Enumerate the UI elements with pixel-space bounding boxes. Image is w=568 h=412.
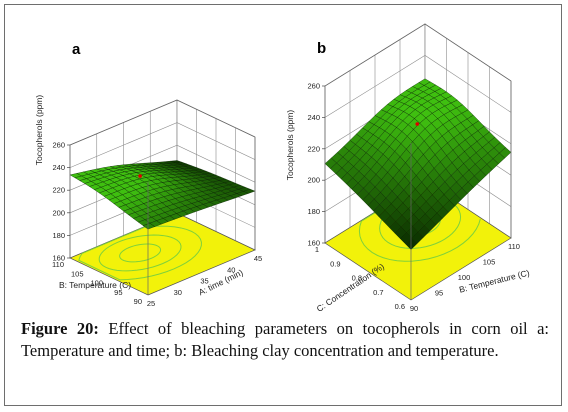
z-gridline: [69, 122, 256, 168]
z-tick-label: 180: [52, 231, 65, 240]
x-tick-label: 25: [147, 299, 155, 308]
z-tick-label: 220: [52, 186, 65, 195]
x-tick-label: 110: [508, 242, 520, 251]
x-tick-label: 30: [174, 288, 182, 297]
z-tick-label: 220: [307, 144, 320, 153]
floor-contour-line: [358, 183, 481, 262]
z-tick-label: 260: [52, 141, 65, 150]
y-tick-label: 0.9: [330, 259, 340, 268]
y-tick-label: 105: [71, 269, 84, 278]
z-gridline: [324, 55, 512, 118]
panel-a-box-edges: [69, 99, 256, 295]
optimum-point: [138, 174, 142, 178]
z-tick-label: 160: [307, 239, 320, 248]
panel-b-chart: 160 180 200 220 240 260 90 95 100 105 110 0.6 0.7 0.8…: [285, 23, 531, 314]
x-tick-label: 95: [435, 289, 443, 298]
y-tick-label: 0.8: [352, 274, 362, 283]
z-tick-label: 200: [307, 176, 320, 185]
x-tick-label: 40: [227, 265, 235, 274]
y-tick-label: 100: [90, 279, 103, 288]
panel-label: a: [72, 41, 81, 58]
x-tick-label: 35: [200, 277, 208, 286]
panel-a-floor: [69, 212, 256, 296]
z-axis-label: Tocopherols (ppm): [34, 95, 44, 166]
y-tick-label: 110: [52, 260, 64, 269]
z-tick-label: 160: [52, 254, 65, 263]
floor-contour-line: [98, 234, 182, 272]
surface-facet: [405, 237, 418, 250]
figure-caption: Figure 20: Effect of bleaching parameter…: [21, 318, 549, 362]
x-tick-label: 105: [483, 258, 496, 267]
optimum-point: [415, 122, 420, 126]
panel-b-box-edges: [324, 23, 512, 300]
floor-contour-line: [119, 243, 162, 263]
box-top-edge: [69, 99, 256, 146]
y-tick-label: 0.7: [373, 288, 383, 297]
z-tick-label: 240: [307, 113, 320, 122]
y-tick-label: 0.6: [395, 302, 405, 311]
z-tick-label: 240: [52, 163, 65, 172]
x-tick-label: 100: [458, 273, 471, 282]
z-tick-label: 180: [307, 207, 320, 216]
x-tick-label: 90: [410, 304, 418, 313]
figure-caption-text: Effect of bleaching parameters on tocoph…: [21, 319, 550, 360]
floor-contour-line: [78, 225, 202, 281]
surface-facet: [142, 223, 156, 230]
y-tick-label: 90: [134, 297, 142, 306]
panel-label: b: [317, 40, 326, 57]
y-tick-label: 1: [315, 245, 319, 254]
z-tick-label: 200: [52, 208, 65, 217]
z-axis-label: Tocopherols (ppm): [285, 110, 295, 181]
panel-a-chart: 160 180 200 220 240 260 25 30 35 40 45 90 95 100 105 11…: [34, 41, 262, 308]
box-top-edge: [324, 23, 512, 87]
panel-a-surface: [69, 160, 256, 230]
y-axis-label: B: Temperature (C): [59, 280, 131, 290]
figure-label: Figure 20:: [21, 319, 99, 338]
z-tick-label: 260: [307, 82, 320, 91]
y-tick-label: 95: [114, 288, 122, 297]
x-tick-label: 45: [254, 254, 262, 263]
